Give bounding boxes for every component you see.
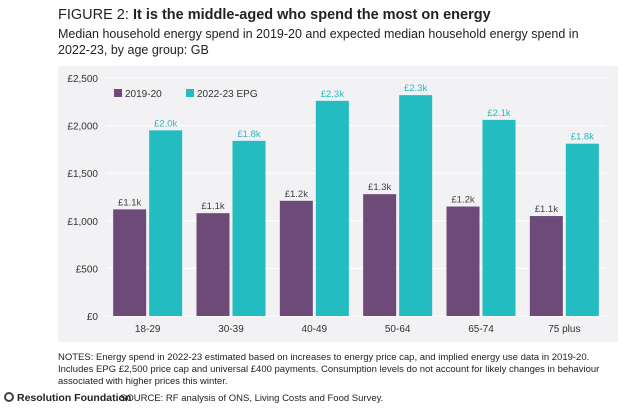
- data-label: £1.8k: [237, 129, 260, 140]
- bar-2022-23-epg: [232, 140, 266, 316]
- data-label: £1.1k: [118, 197, 141, 208]
- notes-block: NOTES: Energy spend in 2022-23 estimated…: [58, 352, 618, 388]
- x-tick-label: 65-74: [468, 324, 494, 335]
- bar-2022-23-epg: [399, 95, 433, 316]
- data-label: £1.1k: [201, 201, 224, 212]
- x-tick-label: 30-39: [218, 324, 244, 335]
- bar-2022-23-epg: [565, 143, 599, 316]
- y-tick-label: £1,000: [67, 217, 98, 228]
- figure-subtitle: Median household energy spend in 2019-20…: [58, 27, 579, 57]
- bar-2019-20: [446, 206, 480, 316]
- bar-chart: £0 £500 £1,000 £1,500 £2,000 £2,500 £1.1k £2.0k…: [67, 74, 606, 335]
- data-label: £2.0k: [154, 118, 177, 129]
- y-tick-label: £0: [87, 312, 99, 323]
- bar-2019-20: [196, 213, 230, 316]
- figure-title: FIGURE 2: It is the middle-aged who spen…: [58, 6, 491, 24]
- data-label: £1.2k: [451, 195, 474, 206]
- data-label: £1.8k: [571, 132, 594, 143]
- logo-text: Resolution Foundation: [17, 392, 132, 404]
- y-tick-label: £2,000: [67, 122, 98, 133]
- bar-2022-23-epg: [149, 130, 183, 316]
- logo: Resolution Foundation: [4, 392, 131, 404]
- legend-label: 2019-20: [125, 89, 162, 100]
- chart-panel: £0 £500 £1,000 £1,500 £2,000 £2,500 £1.1k £2.0k…: [58, 66, 618, 342]
- legend-swatch: [114, 89, 122, 97]
- y-tick-label: £1,500: [67, 169, 98, 180]
- data-label: £2.3k: [321, 89, 344, 100]
- footer: Resolution Foundation SOURCE: RF analysi…: [0, 390, 634, 408]
- legend-label: 2022-23 EPG: [197, 89, 258, 100]
- bar-2022-23-epg: [315, 100, 349, 317]
- data-label: £2.3k: [404, 83, 427, 94]
- figure-headline: It is the middle-aged who spend the most…: [132, 7, 491, 23]
- x-tick-label: 40-49: [302, 324, 328, 335]
- bar-2019-20: [529, 216, 563, 316]
- bar-2019-20: [113, 209, 147, 316]
- figure-label: FIGURE 2:: [58, 7, 133, 23]
- x-tick-label: 75 plus: [548, 324, 580, 335]
- bar-2019-20: [363, 194, 397, 316]
- data-label: £2.1k: [487, 108, 510, 119]
- notes-text: NOTES: Energy spend in 2022-23 estimated…: [58, 352, 600, 387]
- data-label: £1.1k: [535, 204, 558, 215]
- data-label: £1.3k: [368, 182, 391, 193]
- y-tick-label: £500: [76, 264, 99, 275]
- y-tick-label: £2,500: [67, 74, 98, 85]
- data-label: £1.2k: [285, 189, 308, 200]
- x-tick-label: 18-29: [135, 324, 161, 335]
- bar-2022-23-epg: [482, 119, 516, 316]
- legend-swatch: [186, 89, 194, 97]
- logo-mark-icon: [4, 392, 14, 402]
- x-tick-label: 50-64: [385, 324, 411, 335]
- bar-2019-20: [279, 200, 313, 316]
- source-text: SOURCE: RF analysis of ONS, Living Costs…: [120, 393, 384, 404]
